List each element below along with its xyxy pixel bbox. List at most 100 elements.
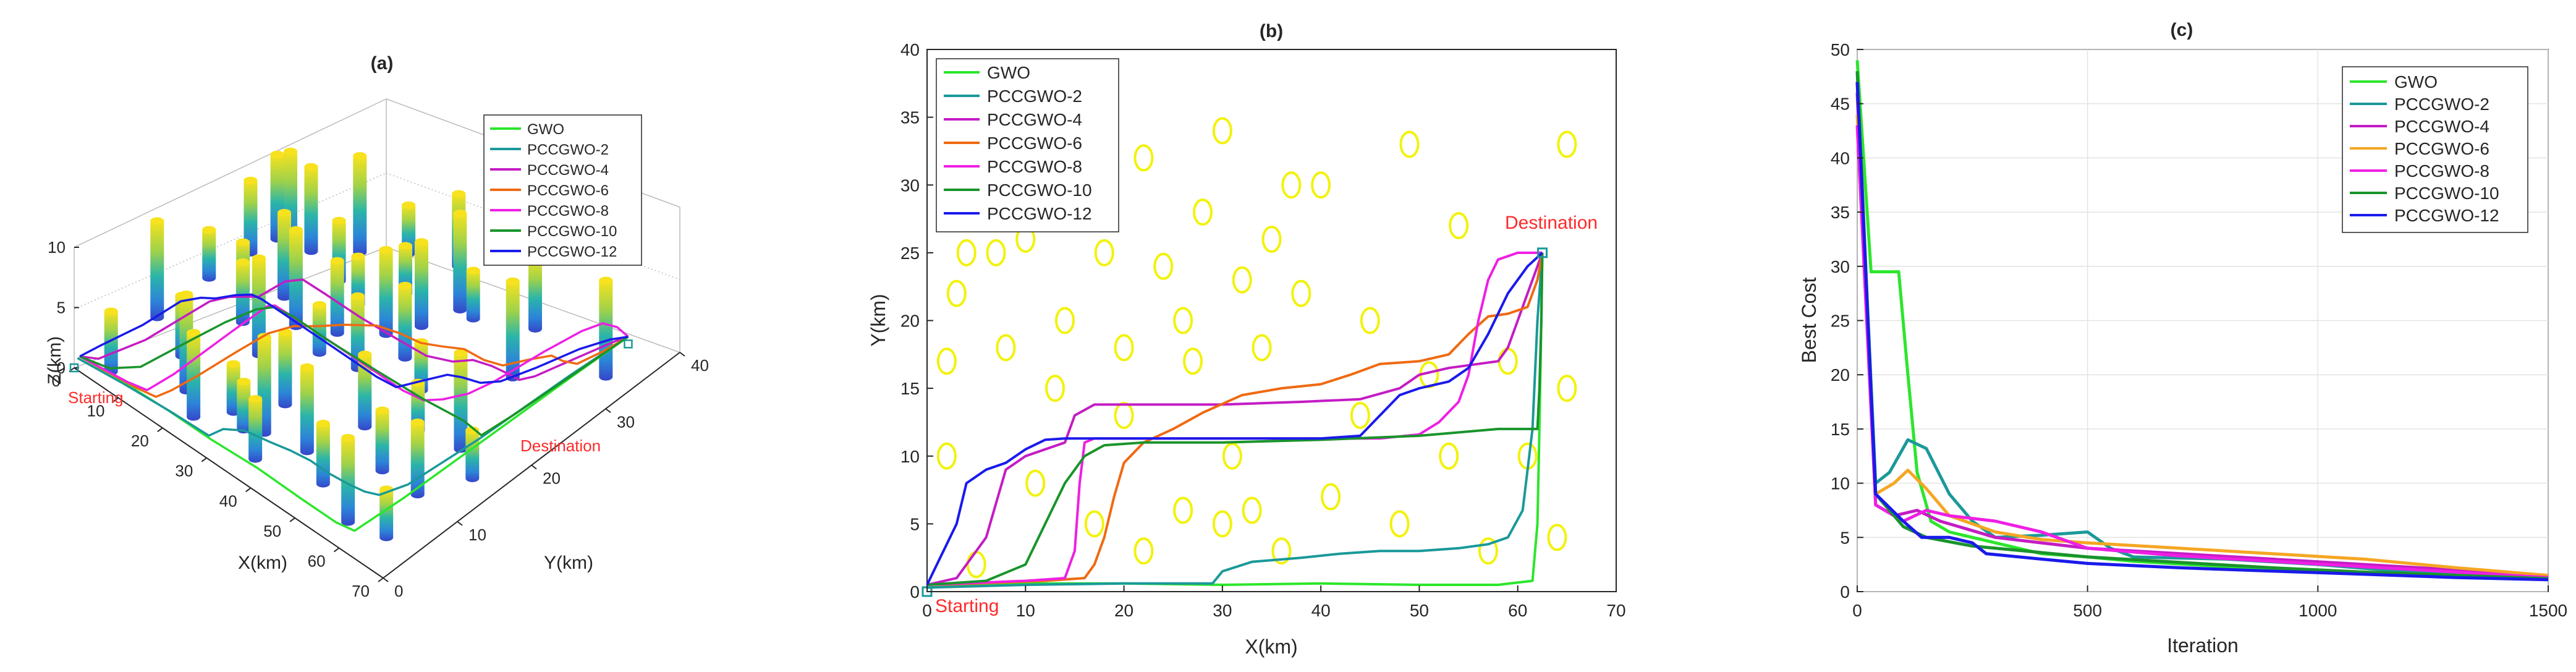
legend-label: GWO bbox=[987, 63, 1030, 82]
y-tick-label: 20 bbox=[1831, 365, 1850, 385]
cylinder-top bbox=[506, 277, 520, 285]
cylinder-body bbox=[316, 423, 330, 488]
x-tick-label: 0 bbox=[1852, 601, 1862, 620]
y-tick-label: 20 bbox=[900, 312, 920, 331]
cylinder-body bbox=[599, 280, 613, 381]
cylinder-top bbox=[358, 351, 372, 359]
obstacle-cylinder bbox=[465, 426, 480, 482]
y-tick-label: 35 bbox=[1831, 203, 1850, 222]
cylinder-top bbox=[415, 238, 428, 246]
panel-b-x-label: X(km) bbox=[1245, 636, 1297, 658]
cylinder-top bbox=[236, 238, 250, 246]
panel-b-start-label: Starting bbox=[935, 596, 999, 616]
legend-label: PCCGWO-10 bbox=[527, 223, 617, 240]
y-tick-label: 35 bbox=[900, 108, 920, 127]
obstacle-marker bbox=[1557, 130, 1577, 158]
cylinder-top bbox=[341, 433, 355, 441]
y-tick-label: 30 bbox=[1831, 257, 1850, 276]
cylinder-top bbox=[410, 419, 425, 427]
cylinder-body bbox=[358, 354, 372, 431]
cylinder-top bbox=[150, 217, 164, 225]
obstacle-marker bbox=[1389, 510, 1410, 538]
panel-b-paths bbox=[922, 247, 1548, 597]
cylinder-top bbox=[454, 349, 468, 357]
obstacle-cylinder bbox=[410, 419, 425, 499]
cylinder-body bbox=[237, 381, 251, 434]
cylinder-body bbox=[379, 489, 394, 542]
cylinder-body bbox=[453, 213, 467, 313]
cylinder-top bbox=[270, 150, 284, 158]
cylinder-body bbox=[304, 166, 318, 255]
x-tick bbox=[289, 517, 295, 522]
cylinder-body bbox=[300, 367, 314, 456]
y-tick-label: 0 bbox=[910, 582, 920, 602]
x-tick-label: 30 bbox=[175, 462, 193, 480]
x-tick-label: 10 bbox=[1016, 601, 1035, 620]
x-tick-label: 0 bbox=[52, 372, 61, 390]
y-tick-label: 5 bbox=[1840, 528, 1850, 547]
y-tick-label: 40 bbox=[1831, 148, 1850, 168]
obstacle-cylinder bbox=[304, 163, 318, 255]
series-line bbox=[79, 293, 629, 389]
cylinder-top bbox=[466, 266, 480, 274]
series-line bbox=[77, 336, 629, 496]
obstacle-cylinder bbox=[316, 420, 330, 488]
legend-label: PCCGWO-8 bbox=[987, 157, 1082, 176]
obstacle-cylinder bbox=[312, 301, 326, 357]
cylinder-top bbox=[244, 176, 258, 184]
obstacle-marker bbox=[1212, 510, 1232, 538]
cylinder-top bbox=[226, 360, 240, 368]
cylinder-body bbox=[353, 156, 367, 257]
cylinder-body bbox=[244, 180, 258, 257]
start-marker bbox=[69, 363, 79, 373]
cylinder-top bbox=[278, 209, 291, 216]
obstacle-cylinder bbox=[379, 246, 393, 338]
cylinder-top bbox=[452, 190, 466, 198]
y-tick bbox=[531, 464, 537, 470]
y-tick-label: 10 bbox=[900, 447, 920, 466]
obstacle-cylinder bbox=[599, 276, 613, 381]
x-tick bbox=[157, 427, 163, 432]
y-tick-label: 5 bbox=[910, 514, 920, 534]
z-tick-label: 0 bbox=[57, 359, 66, 377]
series-line bbox=[79, 304, 629, 402]
cylinder-top bbox=[284, 147, 297, 155]
obstacle-marker bbox=[1222, 442, 1242, 470]
cylinder-body bbox=[415, 242, 428, 330]
obstacle-marker bbox=[1439, 442, 1459, 470]
obstacle-marker bbox=[1055, 307, 1075, 334]
obstacle-marker bbox=[1153, 252, 1174, 280]
y-tick-label: 30 bbox=[900, 176, 920, 195]
legend-label: PCCGWO-8 bbox=[2394, 161, 2489, 181]
cylinder-top bbox=[289, 226, 303, 234]
panel-a-legend: GWO PCCGWO-2 PCCGWO-4 PCCGWO-6 PCCGWO-8 PCCGW… bbox=[483, 114, 642, 266]
obstacle-marker bbox=[1271, 537, 1292, 565]
panel-c-series bbox=[1855, 60, 2549, 582]
cylinder-top bbox=[350, 292, 365, 300]
y-tick bbox=[605, 408, 611, 414]
panel-a-x-label: X(km) bbox=[238, 553, 287, 573]
panel-a-paths bbox=[69, 278, 633, 532]
obstacle-marker bbox=[1281, 171, 1302, 199]
x-tick-label: 50 bbox=[263, 522, 281, 540]
cylinder-body bbox=[341, 437, 355, 526]
legend-label: PCCGWO-12 bbox=[987, 204, 1092, 223]
y-tick-label: 15 bbox=[900, 379, 920, 398]
y-tick-label: 25 bbox=[900, 244, 920, 263]
panel-b-y-label: Y(km) bbox=[867, 294, 889, 346]
x-tick bbox=[201, 457, 207, 462]
panel-b-x-ticks: 0 10 20 30 40 50 60 70 bbox=[922, 585, 1626, 620]
cylinder-top bbox=[300, 363, 314, 371]
panel-a-z-ticks: 0 5 10 bbox=[48, 238, 79, 377]
obstacle-marker bbox=[986, 239, 1006, 266]
panel-a-obstacles bbox=[104, 147, 613, 542]
legend-label: GWO bbox=[527, 121, 564, 138]
cylinder-body bbox=[330, 260, 344, 337]
cylinder-top bbox=[353, 152, 367, 160]
cylinder-top bbox=[237, 378, 251, 386]
cylinder-top bbox=[248, 394, 263, 402]
cylinder-body bbox=[506, 281, 520, 381]
cylinder-top bbox=[330, 257, 344, 265]
y-tick bbox=[383, 577, 389, 582]
obstacle-cylinder bbox=[506, 277, 520, 381]
